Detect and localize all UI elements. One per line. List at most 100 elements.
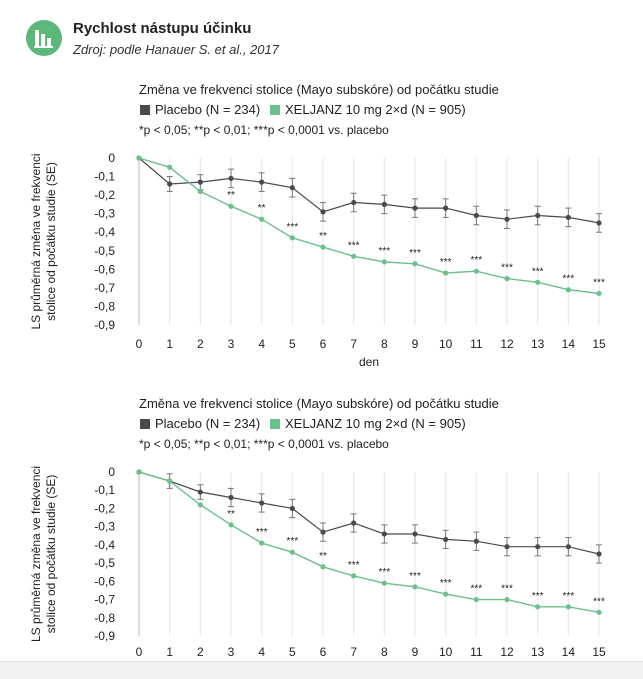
y-tick-label: 0 <box>108 465 115 479</box>
x-tick-label: 8 <box>381 645 388 659</box>
significance-marker: *** <box>440 257 452 268</box>
y-axis-label-line: stolice od počátku studie (SE) <box>44 475 58 634</box>
significance-marker: ** <box>319 231 327 242</box>
data-point-placebo <box>197 179 203 185</box>
significance-marker: ** <box>227 509 235 520</box>
y-tick-label: -0,1 <box>94 483 115 497</box>
x-tick-label: 15 <box>592 645 606 659</box>
chart-top: Změna ve frekvenci stolice (Mayo subskór… <box>0 80 643 380</box>
x-tick-label: 2 <box>197 645 204 659</box>
x-tick-label: 5 <box>289 337 296 351</box>
data-point-xeljanz <box>136 469 142 475</box>
data-point-placebo <box>504 544 510 550</box>
data-point-placebo <box>565 214 571 220</box>
x-axis-label: den <box>359 355 379 369</box>
x-tick-label: 2 <box>197 337 204 351</box>
significance-marker: *** <box>562 274 574 285</box>
y-tick-label: -0,8 <box>94 611 115 625</box>
legend-swatch-xeljanz <box>270 419 280 429</box>
significance-marker: *** <box>348 240 360 251</box>
y-axis-label-line: LS průměrná změna ve frekvenci <box>29 466 43 642</box>
x-tick-label: 11 <box>470 645 483 659</box>
x-tick-label: 15 <box>592 337 606 351</box>
legend-swatch-placebo <box>140 419 150 429</box>
x-tick-label: 3 <box>228 645 235 659</box>
significance-marker: *** <box>256 527 268 538</box>
data-point-xeljanz <box>412 584 418 590</box>
significance-marker: ** <box>319 551 327 562</box>
significance-marker: *** <box>470 584 482 595</box>
significance-marker: *** <box>501 584 513 595</box>
data-point-xeljanz <box>228 522 234 528</box>
data-point-xeljanz <box>259 540 265 546</box>
chart-title: Změna ve frekvenci stolice (Mayo subskór… <box>139 82 499 97</box>
y-tick-label: -0,2 <box>94 501 115 515</box>
data-point-xeljanz <box>535 279 541 285</box>
data-point-xeljanz <box>289 235 295 241</box>
y-tick-label: -0,8 <box>94 299 115 313</box>
data-point-placebo <box>167 181 173 187</box>
data-point-xeljanz <box>167 164 173 170</box>
y-tick-label: -0,9 <box>94 318 115 332</box>
line-chart-svg: Změna ve frekvenci stolice (Mayo subskór… <box>29 82 606 369</box>
significance-marker: *** <box>470 255 482 266</box>
data-point-xeljanz <box>596 609 602 615</box>
x-tick-label: 8 <box>381 337 388 351</box>
data-point-xeljanz <box>473 268 479 274</box>
x-tick-label: 14 <box>562 645 576 659</box>
data-point-xeljanz <box>596 290 602 297</box>
data-point-placebo <box>259 179 265 185</box>
data-point-xeljanz <box>443 591 449 597</box>
x-tick-label: 4 <box>258 337 265 351</box>
x-tick-label: 4 <box>258 645 265 659</box>
y-axis-label: LS průměrná změna ve frekvenci stolice od… <box>29 153 58 329</box>
series-line-placebo <box>138 157 600 224</box>
significance-note: *p < 0,05; **p < 0,01; ***p < 0,0001 vs.… <box>139 437 389 451</box>
data-point-xeljanz <box>228 203 234 209</box>
legend-label-xeljanz: XELJANZ 10 mg 2×d (N = 905) <box>285 416 466 431</box>
significance-marker: ** <box>258 203 266 214</box>
data-point-xeljanz <box>320 564 326 570</box>
data-point-xeljanz <box>381 580 387 586</box>
y-tick-label: -0,7 <box>94 281 115 295</box>
data-point-placebo <box>228 175 234 182</box>
series-line-xeljanz <box>138 157 600 295</box>
data-point-placebo <box>473 538 479 544</box>
y-axis-label: LS průměrná změna ve frekvenci stolice od… <box>29 466 58 642</box>
y-axis-label-line: stolice od počátku studie (SE) <box>44 162 58 321</box>
series-line-placebo <box>138 471 600 555</box>
significance-marker: *** <box>440 578 452 589</box>
page-title: Rychlost nástupu účinku <box>73 20 252 37</box>
data-point-xeljanz <box>197 188 203 194</box>
data-point-xeljanz <box>535 604 541 610</box>
legend-swatch-placebo <box>140 105 150 115</box>
x-tick-label: 0 <box>136 645 143 659</box>
significance-marker: *** <box>286 222 298 233</box>
data-point-xeljanz <box>167 478 173 484</box>
data-point-xeljanz <box>412 261 418 267</box>
x-tick-label: 11 <box>470 337 483 351</box>
data-point-xeljanz <box>351 253 357 259</box>
y-tick-label: -0,7 <box>94 593 115 607</box>
series-line-xeljanz <box>138 471 600 613</box>
data-point-placebo <box>381 201 387 207</box>
footer-bar <box>0 661 643 679</box>
data-point-xeljanz <box>443 270 449 276</box>
y-tick-label: -0,9 <box>94 629 115 643</box>
data-point-xeljanz <box>289 549 295 555</box>
y-tick-label: -0,5 <box>94 556 115 570</box>
y-tick-label: -0,6 <box>94 574 115 588</box>
legend-label-placebo: Placebo (N = 234) <box>155 416 260 431</box>
significance-note: *p < 0,05; **p < 0,01; ***p < 0,0001 vs.… <box>139 123 389 137</box>
bar-chart-icon <box>26 20 62 56</box>
significance-marker: *** <box>286 536 298 547</box>
x-tick-label: 12 <box>500 645 514 659</box>
y-tick-label: -0,5 <box>94 244 115 258</box>
significance-marker: *** <box>409 248 421 259</box>
data-point-xeljanz <box>320 244 326 250</box>
x-tick-label: 7 <box>350 645 357 659</box>
x-tick-label: 9 <box>412 645 419 659</box>
y-tick-label: -0,4 <box>94 225 115 239</box>
legend-label-xeljanz: XELJANZ 10 mg 2×d (N = 905) <box>285 102 466 117</box>
y-tick-label: -0,3 <box>94 207 115 221</box>
